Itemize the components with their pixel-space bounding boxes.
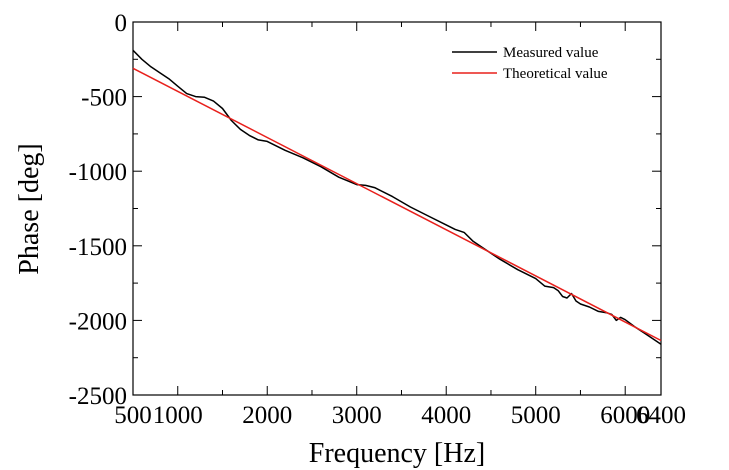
y-tick-label: -2000 — [69, 308, 127, 335]
legend: Measured value Theoretical value — [452, 45, 608, 82]
y-tick-label: -2500 — [69, 383, 127, 410]
series-line-measured — [132, 49, 662, 345]
series-layer — [132, 49, 662, 345]
legend-label-measured: Measured value — [503, 45, 599, 61]
y-tick-label: -1000 — [69, 159, 127, 186]
x-tick-label: 1000 — [153, 402, 203, 429]
y-tick-label: -1500 — [69, 234, 127, 261]
legend-label-theoretical: Theoretical value — [503, 66, 608, 82]
y-axis-title: Phase [deg] — [14, 143, 45, 274]
x-axis-title: Frequency [Hz] — [309, 438, 485, 469]
x-tick-label: 6000 — [600, 402, 650, 429]
x-tick-label: 5000 — [511, 402, 561, 429]
series-line-theoretical — [132, 67, 662, 342]
x-tick-label: 3000 — [332, 402, 382, 429]
y-tick-label: 0 — [115, 10, 128, 37]
y-tick-label: -500 — [81, 85, 127, 112]
x-tick-label: 500 — [114, 402, 152, 429]
x-tick-label: 2000 — [242, 402, 292, 429]
x-tick-label: 4000 — [421, 402, 471, 429]
x-tick-label: 6400 — [636, 402, 686, 429]
